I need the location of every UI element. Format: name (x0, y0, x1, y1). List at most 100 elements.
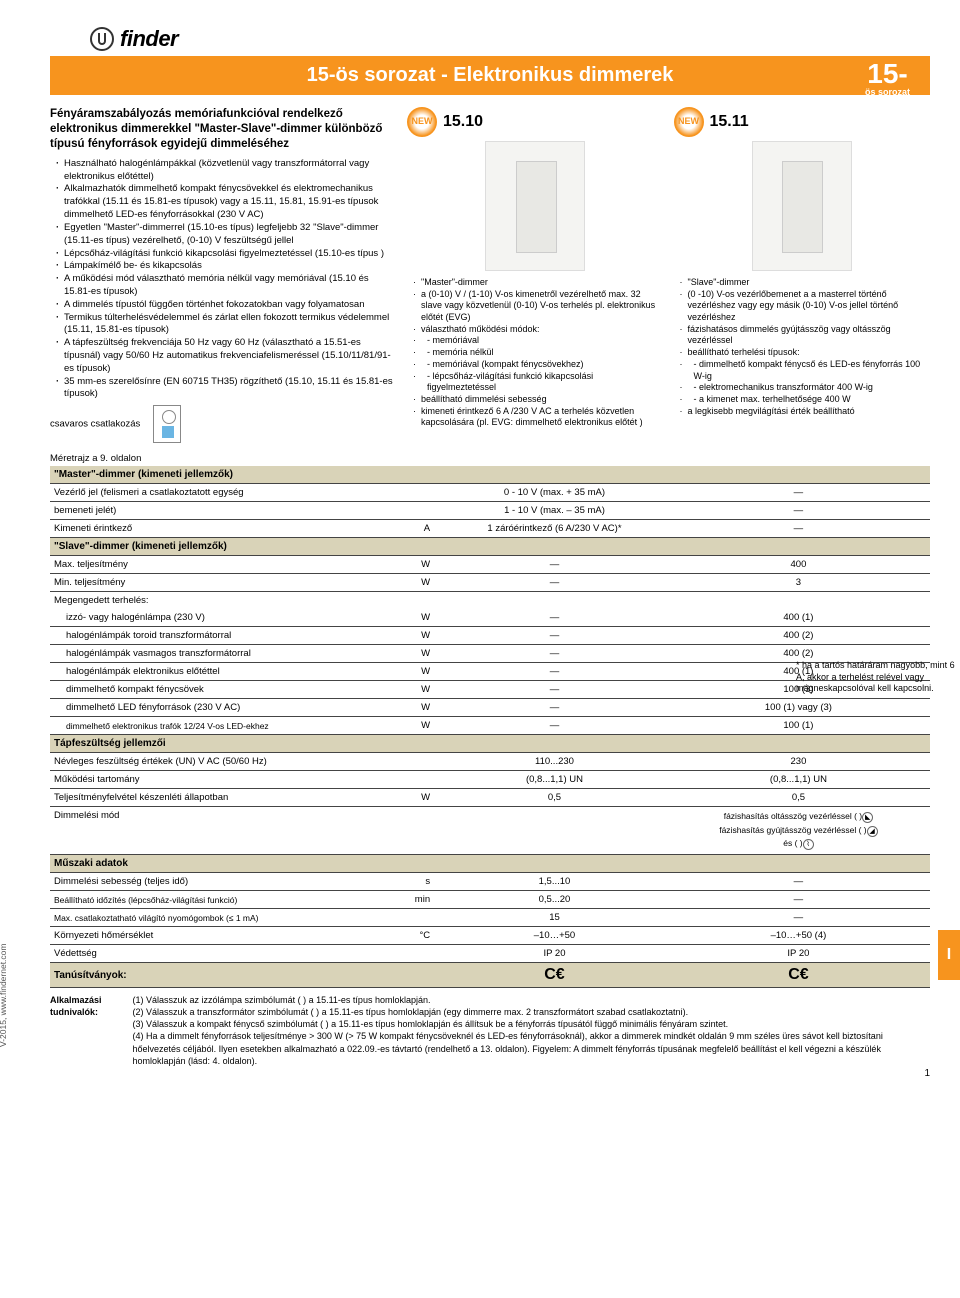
product-bullets: "Master"-dimmer a (0-10) V / (1-10) V-os… (407, 277, 664, 429)
side-note: * ha a tartós határáram nagyobb, mint 6 … (796, 660, 956, 695)
spec-label: Max. csatlakoztatható világító nyomógomb… (50, 909, 402, 927)
ce-mark: C€ (667, 963, 930, 988)
spec-label: halogénlámpák vasmagos transzformátorral (50, 645, 402, 663)
header-band: 15-ös sorozat - Elektronikus dimmerek 15… (50, 56, 930, 95)
spec-label: Kimeneti érintkező (50, 520, 402, 538)
version-url: V-2015, www.findernet.com (0, 943, 8, 1046)
note-item: (1) Válasszuk az izzólámpa szimbólumát (… (133, 995, 431, 1005)
product-number: 15.10 (443, 112, 483, 133)
product-bullet: - a kimenet max. terhelhetősége 400 W (680, 394, 931, 406)
spec-value: — (667, 909, 930, 927)
spec-label: Védettség (50, 945, 402, 963)
product-bullet: "Slave"-dimmer (680, 277, 931, 289)
spec-value: — (442, 645, 667, 663)
intro-title: Fényáramszabályozás memóriafunkcióval re… (50, 107, 395, 152)
spec-label: Max. teljesítmény (50, 556, 402, 574)
spec-label: halogénlámpák toroid transzformátorral (50, 627, 402, 645)
spec-label: Teljesítményfelvétel készenléti állapotb… (50, 789, 402, 807)
product-bullets: "Slave"-dimmer (0 -10) V-os vezérlőbemen… (674, 277, 931, 417)
spec-value: — (667, 502, 930, 520)
spec-label: halogénlámpák elektronikus előtéttel (50, 663, 402, 681)
spec-value: 1,5...10 (442, 873, 667, 891)
product-bullet: "Master"-dimmer (413, 277, 664, 289)
spec-value: 0,5 (442, 789, 667, 807)
spec-value: — (442, 556, 667, 574)
product-bullet: kimeneti érintkező 6 A /230 V AC a terhe… (413, 406, 664, 429)
product-bullet: (0 -10) V-os vezérlőbemenet a a masterre… (680, 289, 931, 324)
cfl-icon: ⌇ (803, 839, 814, 850)
product-bullet: - dimmelhető kompakt fénycső és LED-es f… (680, 359, 931, 382)
intro-bullet: Lépcsőház-világítási funkció kikapcsolás… (56, 248, 395, 261)
spec-value: — (667, 873, 930, 891)
product-bullet: beállítható dimmelési sebesség (413, 394, 664, 406)
spec-value: IP 20 (667, 945, 930, 963)
section-master: "Master"-dimmer (kimeneti jellemzők) (50, 466, 930, 484)
spec-value: — (667, 484, 930, 502)
product-image-1510 (485, 141, 585, 271)
spec-label: Vezérlő jel (felismeri a csatlakoztatott… (50, 484, 402, 502)
spec-value: 110...230 (442, 753, 667, 771)
spec-value: — (442, 681, 667, 699)
phase-leading-icon: ◢ (867, 826, 878, 837)
spec-value: — (442, 699, 667, 717)
spec-label: dimmelhető elektronikus trafók 12/24 V-o… (50, 717, 402, 735)
product-image-1511 (752, 141, 852, 271)
spec-label: Dimmelési sebesség (teljes idő) (50, 873, 402, 891)
product-bullet: - memória nélkül (413, 347, 664, 359)
spec-value: 230 (667, 753, 930, 771)
brand-logo: finder (120, 26, 178, 52)
spec-value: — (442, 627, 667, 645)
product-1510: NEW 15.10 "Master"-dimmer a (0-10) V / (… (407, 107, 664, 443)
notes-label: Alkalmazási tudnivalók: (50, 994, 130, 1018)
spec-label: bemeneti jelét) (50, 502, 402, 520)
product-bullet: választható működési módok: (413, 324, 664, 336)
intro-bullet: A tápfeszültség frekvenciája 50 Hz vagy … (56, 337, 395, 375)
spec-value: — (442, 717, 667, 735)
spec-label: Dimmelési mód (50, 807, 402, 855)
side-tab: I (938, 930, 960, 980)
phase-trailing-icon: ◣ (862, 812, 873, 823)
spec-label: Névleges feszültség értékek (UN) V AC (5… (50, 753, 402, 771)
series-badge: 15- ös sorozat (865, 60, 910, 97)
note-item: (3) Válasszuk a kompakt fénycső szimbólu… (133, 1019, 729, 1029)
spec-value: — (667, 520, 930, 538)
spec-value: 400 (1) (667, 609, 930, 627)
product-bullet: fázishatásos dimmelés gyújtásszög vagy o… (680, 324, 931, 347)
spec-value: 0,5 (667, 789, 930, 807)
spec-value: (0,8...1,1) UN (667, 771, 930, 789)
spec-value: 400 (667, 556, 930, 574)
product-bullet: a legkisebb megvilágítási érték beállíth… (680, 406, 931, 418)
spec-value: 0,5...20 (442, 891, 667, 909)
terminal-icon (153, 405, 181, 443)
section-cert: Tanúsítványok: (50, 963, 402, 988)
intro-bullet: Termikus túlterhelésvédelemmel és zárlat… (56, 312, 395, 338)
section-supply: Tápfeszültség jellemzői (50, 735, 930, 753)
spec-label: Megengedett terhelés: (50, 592, 930, 610)
intro-bullet: Használható halogénlámpákkal (közvetlenü… (56, 158, 395, 184)
product-bullet: - lépcsőház-világítási funkció kikapcsol… (413, 371, 664, 394)
intro-bullet: A dimmelés típustól függően történhet fo… (56, 299, 395, 312)
spec-label: dimmelhető LED fényforrások (230 V AC) (50, 699, 402, 717)
product-bullet: - memóriával (kompakt fénycsövekhez) (413, 359, 664, 371)
spec-value: 15 (442, 909, 667, 927)
intro-bullets: Használható halogénlámpákkal (közvetlenü… (50, 158, 395, 401)
spec-value: 0 - 10 V (max. + 35 mA) (442, 484, 667, 502)
terminal-note: csavaros csatlakozás (50, 405, 395, 443)
intro-bullet: 35 mm-es szerelősínre (EN 60715 TH35) rö… (56, 376, 395, 402)
spec-value: 3 (667, 574, 930, 592)
spec-label: Működési tartomány (50, 771, 402, 789)
spec-value: — (442, 663, 667, 681)
intro-bullet: A működési mód választható memória nélkü… (56, 273, 395, 299)
header-title: 15-ös sorozat - Elektronikus dimmerek (307, 64, 674, 86)
spec-value: 1 záróérintkező (6 A/230 V AC)* (442, 520, 667, 538)
spec-value: IP 20 (442, 945, 667, 963)
product-1511: NEW 15.11 "Slave"-dimmer (0 -10) V-os ve… (674, 107, 931, 443)
intro-bullet: Lámpakímélő be- és kikapcsolás (56, 260, 395, 273)
ce-mark: C€ (442, 963, 667, 988)
spec-value: fázishasítás oltásszög vezérléssel ( )◣ … (667, 807, 930, 855)
spec-value: — (442, 574, 667, 592)
note-item: (4) Ha a dimmelt fényforrások teljesítmé… (133, 1031, 883, 1065)
spec-value: — (667, 891, 930, 909)
application-notes: Alkalmazási tudnivalók: (1) Válasszuk az… (50, 994, 930, 1067)
drawing-note: Méretrajz a 9. oldalon (50, 453, 930, 464)
